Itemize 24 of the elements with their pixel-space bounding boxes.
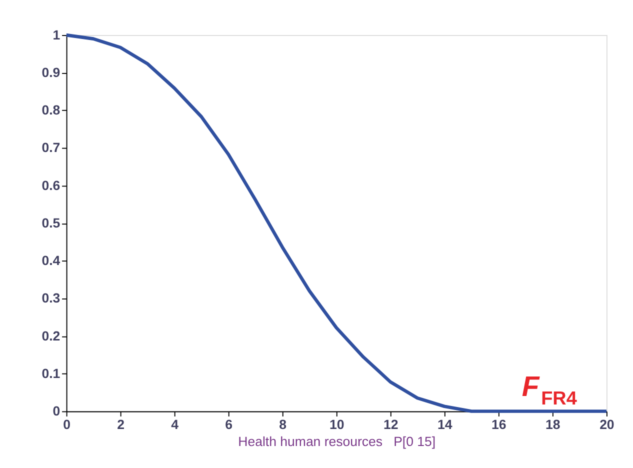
x-tick-label: 20 (600, 416, 614, 432)
x-tick-label: 10 (330, 416, 344, 432)
y-tick-label: 0.6 (42, 178, 60, 193)
x-axis-title: Health human resources P[0 15] (238, 434, 436, 449)
y-tick-label: 0.3 (42, 290, 60, 306)
x-tick-label: 6 (225, 416, 233, 432)
x-tick-label: 16 (492, 416, 506, 432)
x-tick-label: 8 (279, 416, 287, 432)
x-tick-label: 12 (384, 416, 398, 432)
y-tick-label: 0.7 (42, 140, 60, 156)
y-tick-label: 0 (52, 404, 60, 419)
y-tick-label: 0.8 (42, 102, 60, 118)
y-tick-label: 0.9 (42, 64, 60, 80)
x-tick-label: 14 (438, 416, 453, 432)
x-tick-label: 0 (63, 416, 70, 432)
line-series (64, 33, 608, 413)
x-tick-label: 18 (546, 416, 560, 432)
x-tick-label: 2 (117, 416, 125, 432)
y-tick-label: 1 (52, 27, 60, 42)
y-tick-label: 0.2 (42, 328, 60, 344)
y-tick-label: 0.5 (42, 215, 60, 230)
y-tick-label: 0.4 (42, 253, 61, 268)
y-tick-label: 0.1 (42, 366, 60, 381)
x-tick-label: 4 (171, 416, 180, 432)
